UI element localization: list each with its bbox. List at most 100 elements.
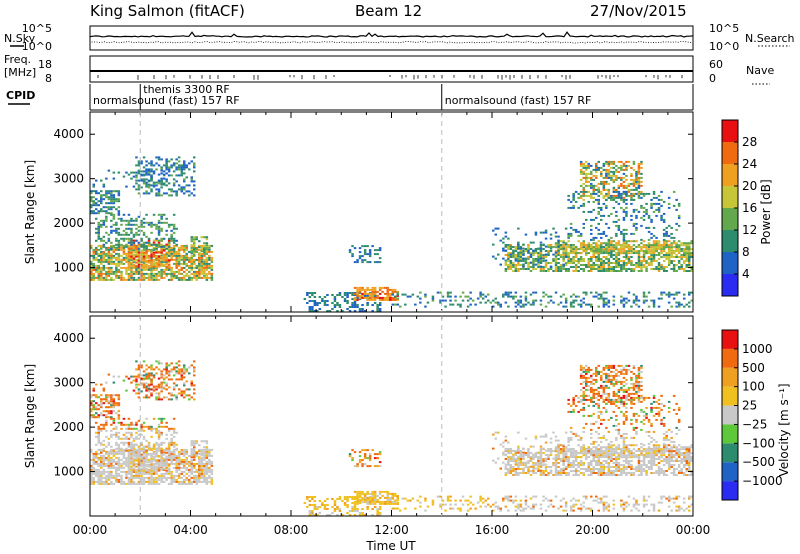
velocity-cell [125,464,128,467]
velocity-cell [125,456,128,459]
power-cell [130,223,133,226]
velocity-cell [107,478,111,481]
power-cell [677,291,681,294]
power-cell [170,237,173,240]
power-cell [152,243,156,246]
velocity-cell [203,464,206,467]
velocity-cell [95,460,98,463]
power-cell [208,266,211,269]
velocity-cell [112,476,116,479]
power-cell [198,276,201,279]
power-cell [617,270,621,272]
power-cell [155,278,158,281]
power-cell [610,170,613,173]
power-cell [363,290,367,293]
power-cell [514,250,518,252]
power-cell [125,258,128,261]
power-cell [680,248,683,250]
power-cell [502,293,505,296]
velocity-cell [152,459,156,462]
power-cell [522,243,525,246]
power-cell [210,256,214,259]
power-cell [167,241,171,244]
power-cell [617,196,621,199]
power-cell [612,194,616,197]
power-cell [572,204,575,207]
power-cell [557,244,560,246]
power-cell [622,190,626,193]
power-cell [333,306,337,308]
power-cell [147,256,151,259]
power-cell [378,292,382,295]
power-cell [554,268,558,270]
power-cell [336,304,339,306]
power-cell [524,250,528,252]
power-cell [157,219,161,222]
power-cell [92,254,95,257]
power-cell [632,192,636,195]
power-cell [326,310,329,312]
velocity-cell [95,408,98,411]
power-cell [140,237,143,240]
power-cell [579,252,583,255]
velocity-cell [142,429,146,432]
power-cell [632,248,636,250]
power-cell [572,196,575,199]
power-cell [92,202,95,205]
velocity-cell [137,368,141,371]
velocity-cell [135,472,138,475]
power-cell [607,190,611,193]
power-cell [175,244,178,247]
power-cell [617,228,621,231]
n-search-trace [89,41,694,44]
power-cell [627,291,631,294]
velocity-cell [122,448,126,451]
velocity-cell [117,447,121,450]
power-cell [504,268,508,270]
power-cell [150,188,153,191]
power-cell [117,206,121,209]
power-cell [155,251,158,254]
power-cell [210,250,214,253]
velocity-cell [117,396,121,399]
velocity-cell [120,452,123,455]
power-cell [378,247,382,250]
velocity-cell [140,425,143,428]
power-cell [122,244,126,247]
velocity-cell [203,470,206,473]
power-cell [509,244,513,246]
power-cell [376,253,379,256]
power-cell [557,235,560,238]
power-cell [542,291,545,294]
power-cell [537,261,540,264]
velocity-cell [90,450,93,453]
power-cell [107,169,111,172]
power-cell [632,198,636,201]
power-cell [534,263,538,266]
power-cell [519,305,523,308]
power-cell [97,248,100,251]
velocity-cell [135,470,138,473]
power-cell [509,264,513,266]
velocity-cell [193,398,196,401]
power-cell [203,242,206,245]
power-cell [353,286,357,289]
velocity-cell [152,443,156,446]
velocity-cell [120,421,123,424]
power-cell [351,253,354,256]
velocity-cell [162,474,166,477]
power-cell [612,250,616,253]
power-cell [112,177,116,180]
power-cell [590,196,593,199]
power-cell [640,256,643,258]
power-cell [97,252,100,255]
velocity-cell [188,468,191,471]
power-cell [132,265,136,268]
velocity-cell [338,508,342,510]
power-cell [622,164,626,167]
power-cell [660,293,663,296]
power-cell [612,166,616,169]
velocity-cell [185,394,188,397]
power-cell [371,298,374,301]
